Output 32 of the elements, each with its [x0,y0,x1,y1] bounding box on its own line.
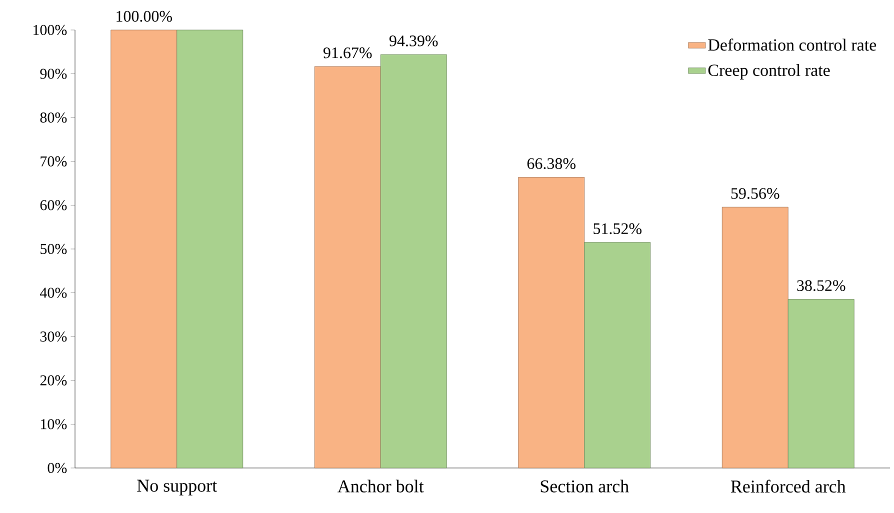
bar [110,30,178,468]
x-tick-label: No support [137,480,217,496]
x-tick-label: Reinforced arch [730,480,846,493]
x-tick-label: Anchor bolt [338,480,424,492]
y-tick-label: 70% [40,156,67,166]
bar [380,54,447,468]
bar [314,66,381,468]
y-tick-label: 50% [40,244,67,254]
y-tick-label: 100% [34,24,67,36]
legend-label: Deformation control rate [708,38,876,51]
legend-label: Creep control rate [708,64,830,80]
data-label: 100.00% [116,10,172,22]
data-label: 94.39% [389,36,438,46]
y-tick-label: 60% [40,200,67,210]
data-label: 91.67% [323,47,372,58]
data-label: 51.52% [594,223,642,234]
bar [788,299,854,468]
x-tick-label: Section arch [540,480,629,492]
y-tick-label: 20% [40,375,67,386]
data-label: 38.52% [797,280,846,292]
y-tick-label: 0% [48,462,67,474]
y-tick-label: 90% [40,68,67,79]
bar [584,242,651,468]
y-tick-label: 80% [40,112,67,123]
bar [518,177,585,468]
y-tick-label: 30% [40,332,67,342]
bar [722,206,788,468]
y-tick-label: 40% [40,288,67,298]
data-label: 66.38% [527,158,576,170]
data-label: 59.56% [731,188,780,199]
bar [176,30,244,468]
y-tick-label: 10% [41,419,67,430]
